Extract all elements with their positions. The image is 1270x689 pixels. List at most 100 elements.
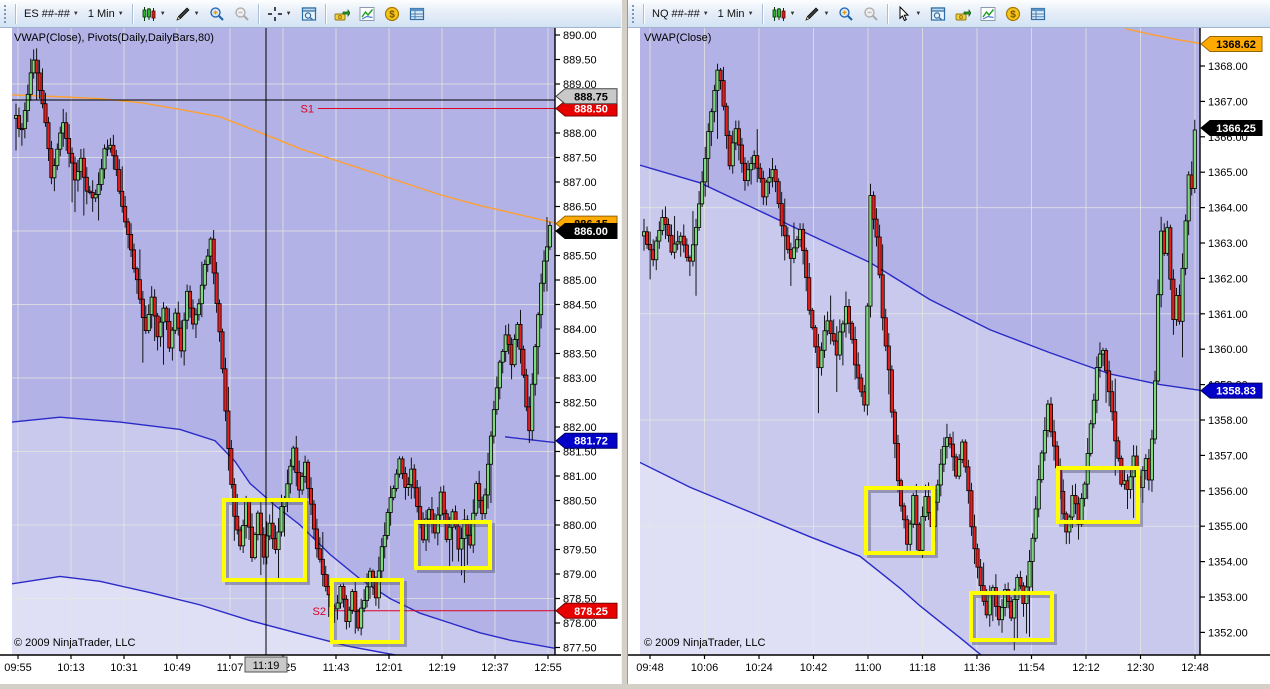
chart-type-button[interactable]: [976, 4, 1000, 24]
chart-pane-nq: NQ ##-## ▼ 1 Min ▼ ▼ ▼: [628, 0, 1270, 684]
time-tick-label: 09:48: [636, 662, 664, 674]
plot-area: [640, 28, 1200, 655]
price-tick-label: 1357.00: [1208, 450, 1248, 462]
annotation-box[interactable]: [864, 486, 935, 555]
zoom-out-icon: [864, 6, 879, 21]
dollar-button[interactable]: $: [380, 4, 404, 24]
price-tick-label: 879.50: [563, 545, 597, 557]
time-tick-label: 09:55: [4, 662, 32, 674]
price-tick-label: 1356.00: [1208, 486, 1248, 498]
chart-type-button[interactable]: [355, 4, 379, 24]
price-marker: 888.75: [555, 88, 618, 105]
price-tick-label: 890.00: [563, 30, 597, 42]
price-tick-label: 1362.00: [1208, 273, 1248, 285]
data-box-icon: [301, 6, 316, 21]
price-tick-label: 1367.00: [1208, 96, 1248, 108]
time-tick-label: 10:13: [57, 662, 85, 674]
price-tick-label: 884.50: [563, 300, 597, 312]
time-tick-label: 10:31: [110, 662, 138, 674]
candlestick-style-icon: [772, 6, 785, 21]
time-tick-label: 12:37: [481, 662, 509, 674]
price-tick-label: 889.00: [563, 79, 597, 91]
price-tick-label: 1353.00: [1208, 592, 1248, 604]
time-axis[interactable]: 09:48 10:06 10:24 10:42 11:00 11:18 11:36 11:54…: [636, 655, 1209, 674]
interval-selector[interactable]: 1 Min ▼: [714, 6, 758, 22]
grid-button[interactable]: [1026, 4, 1050, 24]
chart-style-button[interactable]: ▼: [137, 4, 170, 24]
time-tick-label: 11:00: [855, 662, 882, 674]
price-axis[interactable]: 1368.001367.001366.001365.001364.001363.…: [1200, 61, 1248, 639]
grid-icon: [409, 7, 424, 20]
pane-splitter[interactable]: [621, 0, 628, 684]
drawing-tools-button[interactable]: ▼: [171, 4, 204, 24]
zoom-out-button[interactable]: [859, 4, 883, 24]
data-box-button[interactable]: [926, 4, 950, 24]
data-box-button[interactable]: [297, 4, 321, 24]
time-tick-label: 12:12: [1072, 662, 1100, 674]
pivot-label: S2: [313, 606, 326, 618]
interval-label: 1 Min: [87, 7, 115, 20]
time-tick-label: 10:24: [745, 662, 773, 674]
price-tick-label: 885.50: [563, 251, 597, 263]
price-tick-label: 1361.00: [1208, 309, 1248, 321]
candlestick-series: [13, 48, 552, 636]
chart-canvas-es[interactable]: S1 S2 890.00 889.50 889.00 888.50 888.00 887.50…: [0, 28, 621, 684]
zoom-out-icon: [234, 6, 249, 21]
price-axis[interactable]: 890.00889.50889.00888.50888.00887.50887.…: [555, 30, 597, 655]
annotation-box[interactable]: [1056, 466, 1140, 524]
price-tick-label: 1354.00: [1208, 557, 1248, 569]
annotation-box[interactable]: [330, 578, 404, 644]
price-tick-label: 885.00: [563, 275, 597, 287]
time-tick-label: 10:49: [163, 662, 191, 674]
price-tick-label: 881.50: [563, 447, 597, 459]
price-tick-label: 1352.00: [1208, 627, 1248, 639]
instrument-selector[interactable]: ES ##-## ▼: [20, 6, 83, 22]
vwap-line: [1125, 28, 1200, 45]
instrument-selector[interactable]: NQ ##-## ▼: [648, 6, 713, 22]
vwap-line: [12, 94, 555, 224]
price-tick-label: 889.50: [563, 55, 597, 67]
chart-canvas-nq[interactable]: 1368.001367.001366.001365.001364.001363.…: [628, 28, 1270, 684]
account-button[interactable]: [951, 4, 975, 24]
zoom-out-button[interactable]: [230, 4, 254, 24]
pointer-tool-button[interactable]: ▼: [892, 4, 925, 24]
price-tick-label: 1368.00: [1208, 61, 1248, 73]
drawing-tools-button[interactable]: ▼: [800, 4, 833, 24]
time-tick-label: 10:06: [691, 662, 719, 674]
zoom-in-icon: [839, 6, 854, 21]
zoom-in-button[interactable]: [834, 4, 858, 24]
chart-style-button[interactable]: ▼: [767, 4, 800, 24]
interval-selector[interactable]: 1 Min ▼: [84, 6, 128, 22]
toolbar-separator: [324, 3, 326, 24]
time-tick-label: 11:43: [323, 662, 350, 674]
time-tick-label: 12:55: [534, 662, 562, 674]
chart-area-es: S1 S2 890.00 889.50 889.00 888.50 888.00 887.50…: [0, 28, 621, 684]
svg-text:881.72: 881.72: [574, 436, 608, 448]
price-tick-label: 1364.00: [1208, 203, 1248, 215]
price-tick-label: 882.00: [563, 422, 597, 434]
price-marker: 1368.62: [1200, 36, 1263, 53]
drawing-tools-icon: [175, 7, 190, 21]
price-tick-label: 887.50: [563, 153, 597, 165]
toolbar-grip[interactable]: [631, 4, 636, 23]
svg-text:$: $: [389, 9, 395, 20]
annotation-box[interactable]: [414, 520, 492, 570]
toolbar-separator: [643, 3, 644, 24]
time-tick-label: 10:42: [800, 662, 828, 674]
toolbar-grip[interactable]: [3, 4, 8, 23]
zoom-in-button[interactable]: [205, 4, 229, 24]
crosshair-tool-button[interactable]: ▼: [263, 4, 296, 24]
price-tick-label: 882.50: [563, 398, 597, 410]
annotation-box[interactable]: [222, 498, 307, 582]
chevron-down-icon: ▼: [915, 10, 922, 17]
price-marker: 1366.25: [1200, 119, 1263, 136]
toolbar-nq: NQ ##-## ▼ 1 Min ▼ ▼ ▼: [628, 0, 1270, 28]
chevron-down-icon: ▼: [789, 10, 796, 17]
dollar-button[interactable]: $: [1001, 4, 1025, 24]
price-tick-label: 879.00: [563, 569, 597, 581]
time-tick-label: 11:36: [964, 662, 991, 674]
grid-button[interactable]: [405, 4, 429, 24]
account-button[interactable]: [330, 4, 354, 24]
annotation-box[interactable]: [969, 591, 1054, 642]
